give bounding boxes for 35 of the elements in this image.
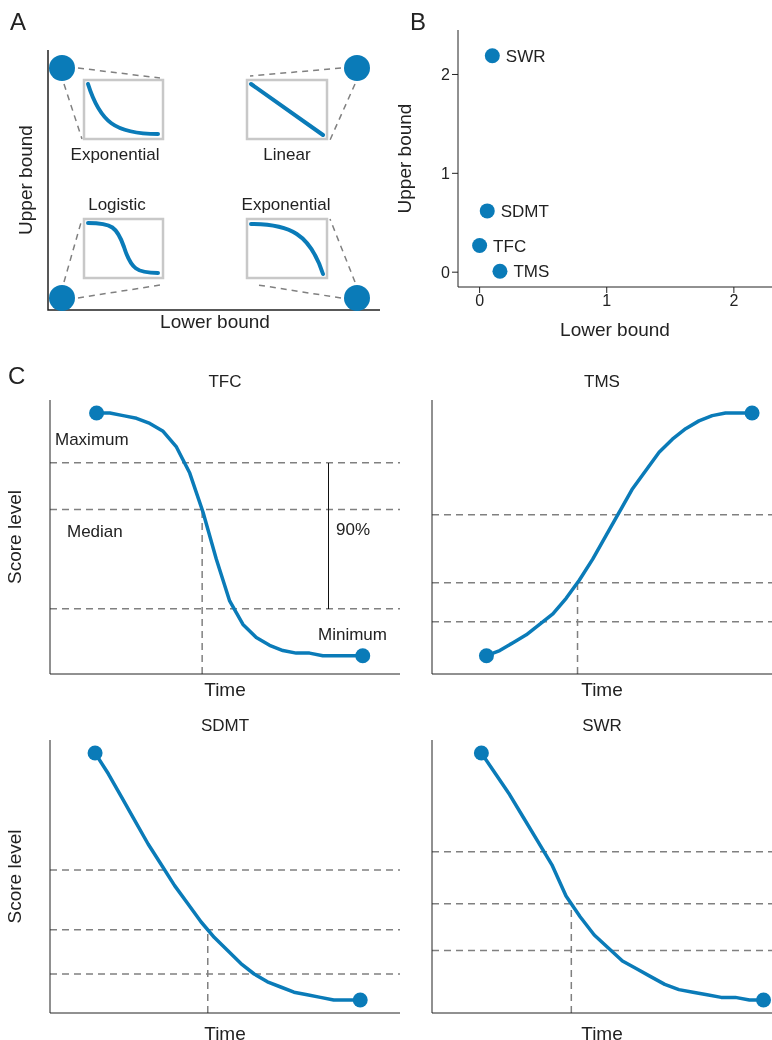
annotation: Minimum bbox=[318, 625, 387, 645]
text: A bbox=[10, 8, 27, 36]
ref-line-label: Median bbox=[67, 521, 123, 541]
text: C bbox=[8, 362, 26, 390]
y-axis-title: Score level bbox=[3, 490, 25, 584]
text: Exponential bbox=[70, 145, 160, 165]
x-tick-label: 2 bbox=[729, 292, 739, 310]
chart-title: TMS bbox=[583, 372, 621, 392]
x-axis-title: Time bbox=[581, 679, 623, 700]
text: B bbox=[410, 8, 427, 36]
y-tick-label: 0 bbox=[441, 263, 451, 281]
text: Linear bbox=[263, 145, 311, 165]
text: Lower bound bbox=[160, 311, 270, 332]
x-tick-label: 0 bbox=[475, 292, 485, 310]
y-tick-label: 1 bbox=[441, 165, 451, 183]
x-tick-label: 1 bbox=[602, 292, 612, 310]
chart-title: SDMT bbox=[199, 716, 251, 736]
series-label: TMS bbox=[513, 262, 550, 282]
x-axis-title: Time bbox=[204, 1023, 246, 1040]
chart-title: SWR bbox=[581, 716, 623, 736]
text: Upper bound bbox=[15, 125, 36, 235]
y-tick-label: 2 bbox=[441, 66, 451, 84]
x-axis-title: Time bbox=[204, 679, 246, 700]
chart-title: TFC bbox=[207, 372, 243, 392]
text: Exponential bbox=[241, 195, 331, 215]
annotation: 90% bbox=[336, 520, 371, 540]
series-label: SWR bbox=[505, 46, 546, 66]
x-axis-title: Time bbox=[581, 1023, 623, 1040]
y-axis-title: Score level bbox=[3, 829, 25, 924]
series-label: TFC bbox=[493, 236, 527, 256]
y-axis-title: Upper bound bbox=[393, 103, 415, 214]
series-label: SDMT bbox=[500, 201, 549, 221]
annotation: Maximum bbox=[55, 430, 129, 450]
x-axis-title: Lower bound bbox=[560, 319, 670, 340]
text: Logistic bbox=[88, 195, 146, 215]
